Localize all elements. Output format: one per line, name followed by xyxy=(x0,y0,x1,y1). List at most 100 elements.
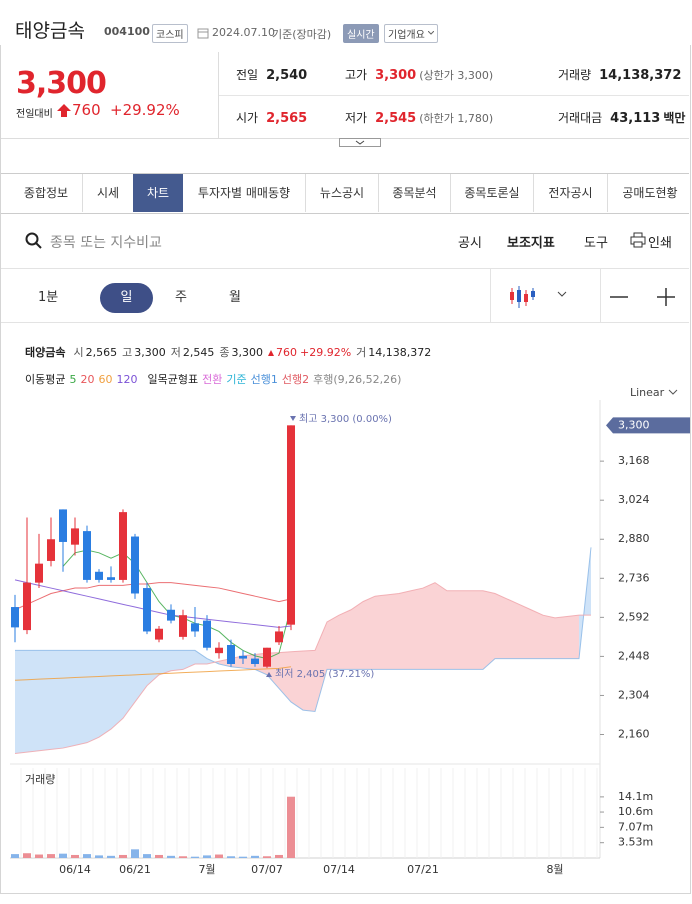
tab[interactable]: 차트 xyxy=(133,174,183,212)
price-tag xyxy=(606,417,690,434)
candle-body xyxy=(11,607,19,628)
stat-label: 거래량 xyxy=(558,68,592,82)
period-button[interactable]: 1분 xyxy=(38,290,59,305)
legend-entry: 기준 xyxy=(226,373,247,386)
collapse-button[interactable] xyxy=(339,138,381,148)
cloud xyxy=(195,650,207,664)
cloud xyxy=(327,615,339,670)
info-value: 3,300 xyxy=(134,346,166,359)
stat-label: 시가 xyxy=(236,111,259,125)
tab[interactable]: 뉴스공시 xyxy=(305,174,378,212)
divider xyxy=(1,268,689,269)
cloud xyxy=(399,590,411,670)
x-tick-label: 07/14 xyxy=(323,863,355,876)
cloud xyxy=(483,590,495,670)
info-label: 저 xyxy=(170,346,181,359)
frame xyxy=(0,45,691,894)
tab[interactable]: 종목토론실 xyxy=(450,174,533,212)
divider xyxy=(219,138,689,139)
tab[interactable]: 종목분석 xyxy=(378,174,450,212)
stat-note: (상한가 3,300) xyxy=(419,69,494,82)
cloud xyxy=(507,598,519,659)
period-button[interactable]: 일 xyxy=(100,283,153,313)
candle-body xyxy=(203,620,211,648)
quote-box xyxy=(1,52,219,139)
candle-body xyxy=(155,628,163,640)
info-change: 760 xyxy=(275,346,297,359)
candle-body xyxy=(119,512,127,580)
candle-body xyxy=(275,631,283,643)
chart-type-button[interactable] xyxy=(508,284,538,310)
candle-body xyxy=(71,528,79,545)
tool-button[interactable]: 도구 xyxy=(584,236,608,251)
change: 760 xyxy=(72,101,101,119)
y-tick-label: 3.53m xyxy=(618,836,653,849)
cloud xyxy=(39,650,51,751)
zoom-out-button[interactable] xyxy=(609,289,629,305)
cloud xyxy=(27,650,39,753)
cloud xyxy=(51,650,63,750)
volume-bar xyxy=(215,854,223,858)
cloud xyxy=(519,604,531,659)
tool-button[interactable]: 인쇄 xyxy=(648,236,672,251)
tab[interactable]: 종합정보 xyxy=(23,186,69,200)
cloud xyxy=(279,651,291,702)
zoom-in-button[interactable] xyxy=(656,287,676,307)
candle-body xyxy=(215,647,223,654)
ma-line xyxy=(14,579,292,628)
period-button[interactable]: 주 xyxy=(175,290,187,305)
high-marker xyxy=(290,416,296,421)
dropdown-icon xyxy=(427,31,434,35)
rate: +29.92% xyxy=(110,101,180,119)
volume-bar xyxy=(167,855,175,858)
dropdown-icon[interactable] xyxy=(557,291,567,297)
ma-line xyxy=(14,582,292,611)
tab[interactable]: 투자자별 매매동향 xyxy=(197,186,291,200)
tab[interactable]: 전자공시 xyxy=(533,174,607,212)
change-label: 전일대비 xyxy=(16,109,53,120)
cloud xyxy=(111,650,123,730)
volume-bar xyxy=(143,854,151,858)
tool-button[interactable]: 공시 xyxy=(458,236,482,251)
y-tick-label: 3,168 xyxy=(618,454,650,467)
info-value: 3,300 xyxy=(231,346,263,359)
price: 3,300 xyxy=(16,66,107,101)
search-input[interactable]: 종목 또는 지수비교 xyxy=(50,235,162,251)
cloud xyxy=(495,593,507,659)
scale-dropdown xyxy=(668,389,678,395)
candle-body xyxy=(131,536,139,594)
candle-body xyxy=(239,655,247,659)
volume-bar xyxy=(263,856,271,858)
candle-body xyxy=(107,577,115,580)
realtime-badge[interactable]: 실시간 xyxy=(343,24,379,43)
candle-body xyxy=(191,623,199,632)
stat: 시가 2,565 xyxy=(236,109,307,126)
candle-body xyxy=(59,509,67,542)
cloud xyxy=(375,594,387,670)
cloud xyxy=(471,590,483,670)
candle-body xyxy=(35,563,43,583)
stat-label: 저가 xyxy=(345,111,368,125)
company-label: 기업개요 xyxy=(388,30,425,41)
company-button[interactable]: 기업개요 xyxy=(384,24,438,43)
volume-label: 거래량 xyxy=(25,773,55,786)
y-tick-label: 3,024 xyxy=(618,493,650,506)
tool-button[interactable]: 보조지표 xyxy=(507,236,555,251)
stat-label: 거래대금 xyxy=(558,111,603,125)
high-label: 최고 3,300 (0.00%) xyxy=(299,413,392,425)
stat-value: 14,138,372 xyxy=(599,68,682,83)
tab[interactable]: 공매도현황 xyxy=(607,174,692,212)
period-button[interactable]: 월 xyxy=(229,290,241,305)
x-tick-label: 06/14 xyxy=(59,863,91,876)
tab[interactable]: 시세 xyxy=(82,174,133,212)
y-tick-label: 2,880 xyxy=(618,532,650,545)
candle-body xyxy=(23,582,31,631)
y-tick-label: 2,592 xyxy=(618,610,650,623)
volume-bar xyxy=(179,856,187,858)
print-icon xyxy=(630,232,646,248)
stat-label: 전일 xyxy=(236,68,259,82)
cloud xyxy=(435,582,447,670)
volume-bar xyxy=(59,853,67,858)
cloud xyxy=(75,650,87,746)
y-tick-label: 2,304 xyxy=(618,688,650,701)
